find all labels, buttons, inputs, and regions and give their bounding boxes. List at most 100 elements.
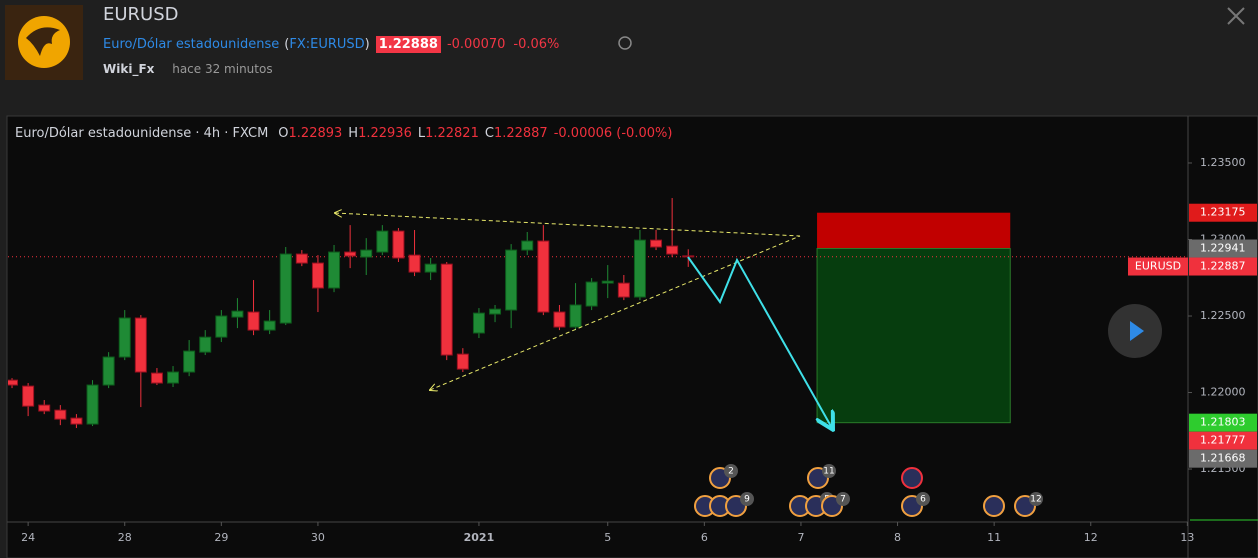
candle-body bbox=[617, 282, 630, 298]
ohlc-value: 1.22893 bbox=[289, 126, 343, 141]
symbol-tag-label: EURUSD bbox=[1135, 260, 1181, 273]
price-tag-label: 1.21803 bbox=[1200, 416, 1246, 429]
author[interactable]: Wiki_Fx bbox=[103, 62, 155, 76]
candle-body bbox=[456, 353, 469, 370]
trend-line bbox=[430, 235, 801, 390]
candle-body bbox=[569, 304, 582, 328]
ohlc-value: 1.22821 bbox=[425, 126, 479, 141]
candle-body bbox=[134, 317, 147, 373]
event-count-bg bbox=[916, 492, 930, 506]
target-zone bbox=[816, 248, 1011, 424]
event-count: 7 bbox=[840, 495, 846, 505]
chart-panel bbox=[6, 115, 1258, 558]
legend-title: Euro/Dólar estadounidense · 4h · FXCM bbox=[15, 126, 268, 141]
meta-line: Wiki_Fx hace 32 minutos bbox=[103, 62, 273, 76]
event-count: 6 bbox=[920, 495, 926, 505]
x-tick-label: 8 bbox=[894, 531, 901, 544]
x-tick-label: 2021 bbox=[464, 531, 495, 544]
x-tick-label: 6 bbox=[701, 531, 708, 544]
quote-line: Euro/Dólar estadounidense (FX:EURUSD) 1.… bbox=[103, 36, 560, 53]
candle-body bbox=[392, 230, 405, 259]
change: -0.00070 bbox=[446, 37, 506, 52]
ohlc-key: H bbox=[348, 126, 358, 141]
event-icon bbox=[983, 495, 1005, 517]
candle-body bbox=[263, 320, 276, 331]
candle-body bbox=[553, 311, 566, 328]
legend: Euro/Dólar estadounidense · 4h · FXCM O1.… bbox=[15, 126, 672, 141]
x-tick-label: 28 bbox=[118, 531, 132, 544]
candle-body bbox=[167, 371, 180, 384]
y-tick-label: 1.22000 bbox=[1200, 386, 1246, 399]
candle-body bbox=[22, 385, 35, 407]
symbol: EURUSD bbox=[103, 4, 179, 25]
candle-body bbox=[38, 404, 51, 412]
candle-body bbox=[86, 384, 99, 425]
price-tag bbox=[1189, 449, 1257, 468]
x-tick-label: 24 bbox=[21, 531, 35, 544]
price-tag-label: 1.22941 bbox=[1200, 242, 1246, 255]
x-tick-label: 12 bbox=[1084, 531, 1098, 544]
symbol-tag bbox=[1128, 257, 1188, 276]
event-count: 2 bbox=[728, 467, 734, 477]
price-tag-label: 1.22887 bbox=[1200, 260, 1246, 273]
candle-body bbox=[215, 315, 228, 338]
x-tick-label: 5 bbox=[604, 531, 611, 544]
candle-body bbox=[54, 409, 67, 420]
event-icon bbox=[901, 467, 923, 489]
candle-body bbox=[376, 230, 389, 253]
projection-arrow bbox=[687, 256, 832, 428]
candle-body bbox=[360, 249, 373, 258]
candle-body bbox=[344, 251, 357, 257]
ohlc-key: O bbox=[278, 126, 288, 141]
candle-body bbox=[199, 336, 212, 353]
event-count-bg bbox=[1029, 492, 1043, 506]
y-tick-label: 1.22500 bbox=[1200, 309, 1246, 322]
x-tick-label: 29 bbox=[214, 531, 228, 544]
candle-body bbox=[102, 356, 115, 386]
drawings bbox=[335, 213, 832, 428]
stop-zone bbox=[817, 212, 1011, 249]
candle-body bbox=[295, 253, 308, 264]
exchange[interactable]: FX:EURUSD bbox=[289, 37, 365, 52]
symbol-name[interactable]: Euro/Dólar estadounidense bbox=[103, 37, 280, 52]
x-tick-label: 13 bbox=[1180, 531, 1194, 544]
candle-body bbox=[118, 317, 131, 358]
alert-icon[interactable] bbox=[618, 36, 632, 50]
candle-body bbox=[408, 254, 421, 273]
candle-body bbox=[8, 379, 19, 386]
x-tick-label: 30 bbox=[311, 531, 325, 544]
change-percent: -0.06% bbox=[513, 37, 560, 52]
candle-body bbox=[537, 240, 550, 313]
logo-eagle bbox=[26, 27, 60, 56]
price-tag bbox=[1189, 413, 1257, 432]
event-count: 11 bbox=[823, 467, 834, 477]
candle-body bbox=[440, 263, 453, 356]
candle-body bbox=[666, 245, 679, 255]
y-tick-label: 1.23500 bbox=[1200, 156, 1246, 169]
play-icon bbox=[1130, 321, 1144, 341]
legend-change: -0.00006 (-0.00%) bbox=[554, 126, 673, 141]
candle-body bbox=[70, 417, 83, 425]
price-tag bbox=[1189, 257, 1257, 276]
candle-body bbox=[328, 251, 341, 289]
candle-body bbox=[650, 239, 663, 248]
candle-body bbox=[521, 240, 534, 251]
candle-body bbox=[472, 312, 485, 334]
ohlc-key: L bbox=[418, 126, 426, 141]
price-tag-label: 1.23175 bbox=[1200, 206, 1246, 219]
candle-body bbox=[279, 253, 292, 324]
candle-body bbox=[424, 263, 437, 273]
candle-body bbox=[231, 310, 244, 318]
x-tick-label: 11 bbox=[987, 531, 1001, 544]
candle-body bbox=[183, 350, 196, 373]
close-icon[interactable] bbox=[1227, 7, 1245, 25]
price-tag-label: 1.21668 bbox=[1200, 452, 1246, 465]
event-count-bg bbox=[740, 492, 754, 506]
plot bbox=[8, 198, 1188, 429]
price-tag bbox=[1189, 431, 1257, 450]
price-tag bbox=[1189, 239, 1257, 258]
time: hace 32 minutos bbox=[172, 62, 273, 76]
price-badge: 1.22888 bbox=[375, 36, 441, 53]
